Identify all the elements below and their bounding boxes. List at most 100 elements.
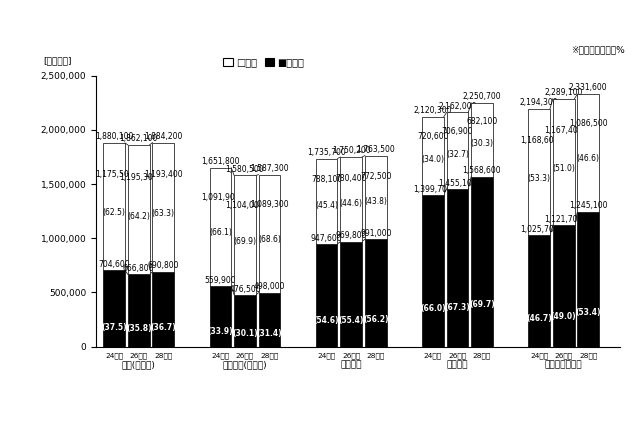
Text: 修士課程: 修士課程 xyxy=(340,361,362,370)
Text: (32.7): (32.7) xyxy=(446,150,469,159)
Text: 24年度: 24年度 xyxy=(105,353,124,359)
Text: 1,167,400: 1,167,400 xyxy=(545,126,583,135)
Bar xyxy=(422,195,444,347)
Bar xyxy=(103,143,125,270)
Text: (44.6): (44.6) xyxy=(340,199,363,208)
Bar xyxy=(577,212,599,347)
Text: 1,880,100: 1,880,100 xyxy=(95,132,133,141)
Bar xyxy=(553,225,575,347)
Text: (69.9): (69.9) xyxy=(234,237,257,246)
Bar xyxy=(340,242,362,347)
Text: (33.9): (33.9) xyxy=(207,327,233,336)
Text: 1,399,700: 1,399,700 xyxy=(413,185,452,194)
Text: 専門職学位課程: 専門職学位課程 xyxy=(545,361,582,370)
Bar xyxy=(471,177,493,347)
Text: 498,000: 498,000 xyxy=(254,282,285,291)
Bar xyxy=(316,158,337,244)
Text: 704,600: 704,600 xyxy=(99,260,130,269)
Text: 24年度: 24年度 xyxy=(424,353,442,359)
Text: 2,331,600: 2,331,600 xyxy=(569,83,607,92)
Text: 720,600: 720,600 xyxy=(417,132,449,141)
Text: 28年度: 28年度 xyxy=(473,353,491,359)
Text: 24年度: 24年度 xyxy=(530,353,548,359)
Text: 1,104,000: 1,104,000 xyxy=(226,201,264,210)
Text: 1,568,600: 1,568,600 xyxy=(463,167,501,176)
Text: 682,100: 682,100 xyxy=(467,117,498,126)
Text: (53.4): (53.4) xyxy=(575,308,601,317)
Text: (64.2): (64.2) xyxy=(127,212,150,221)
Text: 1,763,500: 1,763,500 xyxy=(356,145,395,154)
Text: (67.3): (67.3) xyxy=(445,303,470,312)
Text: 1,651,800: 1,651,800 xyxy=(201,157,239,166)
Text: 1,195,300: 1,195,300 xyxy=(120,173,158,182)
Text: 26年度: 26年度 xyxy=(555,353,573,359)
Text: 788,100: 788,100 xyxy=(311,176,342,184)
Text: (34.0): (34.0) xyxy=(421,155,444,164)
Text: (63.3): (63.3) xyxy=(152,209,175,218)
Text: 24年度: 24年度 xyxy=(317,353,336,359)
Text: (46.7): (46.7) xyxy=(526,314,552,323)
Text: 1,089,300: 1,089,300 xyxy=(250,200,289,209)
Bar xyxy=(209,168,231,286)
Text: 969,800: 969,800 xyxy=(335,231,367,240)
Text: (68.6): (68.6) xyxy=(258,235,281,244)
Bar xyxy=(447,112,468,189)
Text: (54.6): (54.6) xyxy=(314,317,339,325)
Bar xyxy=(103,270,125,347)
Text: 2,289,100: 2,289,100 xyxy=(545,88,583,97)
Text: 772,500: 772,500 xyxy=(360,172,392,181)
Text: (43.8): (43.8) xyxy=(364,197,387,206)
Text: 短期大学(昼間部): 短期大学(昼間部) xyxy=(223,361,268,370)
Text: (46.6): (46.6) xyxy=(577,154,600,163)
Bar xyxy=(528,236,550,347)
Bar xyxy=(365,239,387,347)
Bar xyxy=(316,244,337,347)
Bar xyxy=(128,274,150,347)
Text: 26年度: 26年度 xyxy=(449,353,467,359)
Text: (69.7): (69.7) xyxy=(469,299,495,308)
Text: 1,091,900: 1,091,900 xyxy=(201,193,240,202)
Bar xyxy=(259,293,280,347)
Text: 26年度: 26年度 xyxy=(236,353,254,359)
Bar xyxy=(152,272,174,347)
Text: 1,193,400: 1,193,400 xyxy=(144,170,182,179)
Text: 24年度: 24年度 xyxy=(211,353,230,359)
Text: 666,800: 666,800 xyxy=(123,264,154,273)
Text: (31.4): (31.4) xyxy=(257,328,282,338)
Text: 1,245,100: 1,245,100 xyxy=(569,201,607,210)
Text: (62.5): (62.5) xyxy=(102,208,125,218)
Text: 991,000: 991,000 xyxy=(360,229,392,238)
Text: 1,025,700: 1,025,700 xyxy=(520,225,559,234)
Text: 476,500: 476,500 xyxy=(229,285,260,294)
Text: 780,400: 780,400 xyxy=(335,174,367,183)
Text: (36.7): (36.7) xyxy=(150,323,176,332)
Text: (66.0): (66.0) xyxy=(420,304,445,313)
Text: 2,250,700: 2,250,700 xyxy=(463,92,501,101)
Text: (66.1): (66.1) xyxy=(209,228,232,237)
Bar xyxy=(422,117,444,195)
Text: (37.5): (37.5) xyxy=(101,323,127,332)
Bar xyxy=(447,189,468,347)
Text: 1,121,700: 1,121,700 xyxy=(545,215,583,224)
Bar xyxy=(577,94,599,212)
Text: 26年度: 26年度 xyxy=(342,353,360,359)
Bar xyxy=(259,175,280,293)
Text: 1,455,100: 1,455,100 xyxy=(438,178,477,188)
Text: 1,884,200: 1,884,200 xyxy=(144,132,182,141)
Text: (55.4): (55.4) xyxy=(339,316,364,325)
Text: 28年度: 28年度 xyxy=(579,353,597,359)
Text: 26年度: 26年度 xyxy=(130,353,148,359)
Bar xyxy=(209,286,231,347)
Text: 28年度: 28年度 xyxy=(154,353,172,359)
Text: 706,900: 706,900 xyxy=(442,127,473,136)
Text: 1,580,500: 1,580,500 xyxy=(226,165,264,174)
Bar xyxy=(553,99,575,225)
Text: (53.3): (53.3) xyxy=(527,174,550,183)
Text: (56.2): (56.2) xyxy=(363,315,388,324)
Text: [単位：円]: [単位：円] xyxy=(44,56,72,65)
Bar xyxy=(234,295,256,347)
Bar xyxy=(152,143,174,272)
Bar xyxy=(128,145,150,274)
Text: (51.0): (51.0) xyxy=(552,164,575,173)
Text: (45.4): (45.4) xyxy=(315,201,338,210)
